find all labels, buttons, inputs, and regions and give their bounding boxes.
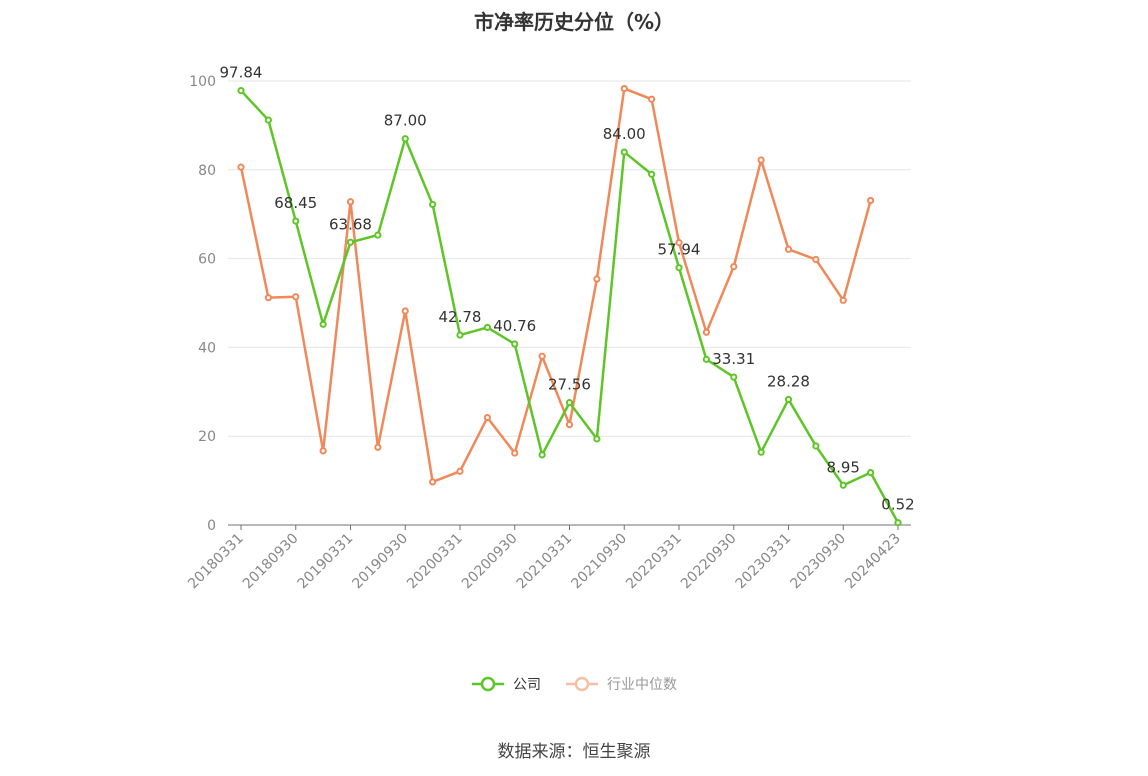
point-industry-median: [429, 478, 437, 486]
point-company: [894, 519, 902, 527]
point-industry-median: [511, 449, 519, 457]
legend-marker-company: [472, 676, 504, 692]
y-tick-label: 40: [198, 340, 216, 356]
data-label: 28.28: [767, 372, 810, 390]
point-industry-median: [264, 294, 272, 302]
point-industry-median: [319, 447, 327, 455]
point-company: [264, 116, 272, 124]
point-industry-median: [483, 413, 491, 422]
x-tick-label: 20230930: [787, 531, 849, 593]
legend-marker-industry-median: [566, 676, 598, 692]
source-note: 数据来源：恒生聚源: [497, 742, 651, 762]
y-tick-label: 80: [198, 163, 216, 179]
point-industry-median: [648, 95, 656, 103]
line-chart: 0 20 40 60 80 100 201803312018093020190331201…: [185, 64, 915, 593]
data-label: 42.78: [439, 308, 482, 326]
x-tick-label: 20210930: [568, 531, 630, 593]
x-tick-label: 20220331: [623, 531, 685, 593]
point-company: [538, 451, 546, 459]
point-industry-median: [292, 293, 300, 301]
point-company: [429, 200, 437, 209]
x-tick-label: 20200331: [404, 531, 466, 593]
point-company: [292, 217, 300, 225]
point-industry-median: [593, 275, 601, 283]
point-company: [511, 340, 519, 348]
point-company: [401, 135, 409, 143]
point-company: [346, 238, 355, 246]
data-label: 84.00: [603, 125, 646, 143]
point-company: [648, 170, 656, 178]
point-company: [237, 86, 245, 95]
data-label: 63.68: [329, 215, 372, 233]
legend-label-company: 公司: [513, 677, 541, 693]
point-company: [593, 435, 601, 443]
point-industry-median: [784, 245, 793, 253]
data-label: 33.31: [712, 350, 755, 368]
series-line-industry-median: [239, 87, 872, 484]
legend-label-industry-median: 行业中位数: [607, 677, 677, 693]
point-industry-median: [675, 239, 683, 247]
point-industry-median: [812, 255, 820, 264]
point-company: [456, 331, 464, 339]
point-company: [374, 231, 382, 239]
point-company: [620, 148, 628, 156]
point-company: [784, 395, 793, 404]
point-company: [730, 373, 738, 381]
data-label: 57.94: [658, 241, 701, 259]
y-tick-label: 20: [198, 429, 216, 445]
legend-item-company[interactable]: 公司: [471, 674, 541, 694]
point-industry-median: [702, 328, 710, 336]
x-tick-label: 20190930: [349, 531, 411, 593]
data-label: 0.52: [881, 496, 914, 514]
point-company: [319, 320, 327, 328]
point-industry-median: [374, 443, 382, 451]
point-industry-median: [346, 198, 355, 206]
point-company: [675, 264, 683, 272]
x-tick-label: 20230331: [733, 531, 795, 593]
data-label: 8.95: [827, 458, 860, 476]
point-industry-median: [401, 307, 409, 315]
point-industry-median: [867, 196, 875, 205]
chart-legend: 公司 行业中位数: [0, 674, 1148, 694]
x-tick-label: 20240423: [842, 531, 904, 593]
point-company: [702, 355, 710, 363]
point-industry-median: [757, 156, 765, 164]
point-company: [757, 448, 765, 456]
point-industry-median: [237, 163, 245, 171]
x-tick-label: 20180930: [240, 531, 302, 593]
point-industry-median: [730, 262, 738, 271]
point-industry-median: [620, 84, 628, 93]
x-tick-label: 20210331: [514, 531, 576, 593]
point-company: [812, 442, 820, 450]
point-industry-median: [538, 352, 546, 360]
data-label: 68.45: [274, 194, 317, 212]
x-tick-label: 20180331: [185, 531, 247, 593]
chart-title: 市净率历史分位（%）: [473, 10, 675, 34]
y-tick-label: 100: [189, 74, 216, 90]
point-company: [483, 323, 491, 332]
legend-item-industry-median[interactable]: 行业中位数: [565, 674, 677, 694]
data-label: 97.84: [220, 64, 263, 82]
x-tick-label: 20220930: [678, 531, 740, 593]
point-industry-median: [456, 467, 464, 475]
x-tick-label: 20200930: [459, 531, 521, 593]
data-label: 40.76: [493, 317, 536, 335]
point-industry-median: [565, 421, 574, 429]
point-company: [839, 481, 847, 489]
point-company: [565, 399, 574, 407]
y-tick-label: 0: [207, 518, 216, 534]
data-label: 87.00: [384, 112, 427, 130]
data-label: 27.56: [548, 376, 591, 394]
y-tick-label: 60: [198, 252, 216, 268]
point-company: [867, 469, 875, 477]
point-industry-median: [839, 296, 847, 304]
x-tick-label: 20190331: [295, 531, 357, 593]
